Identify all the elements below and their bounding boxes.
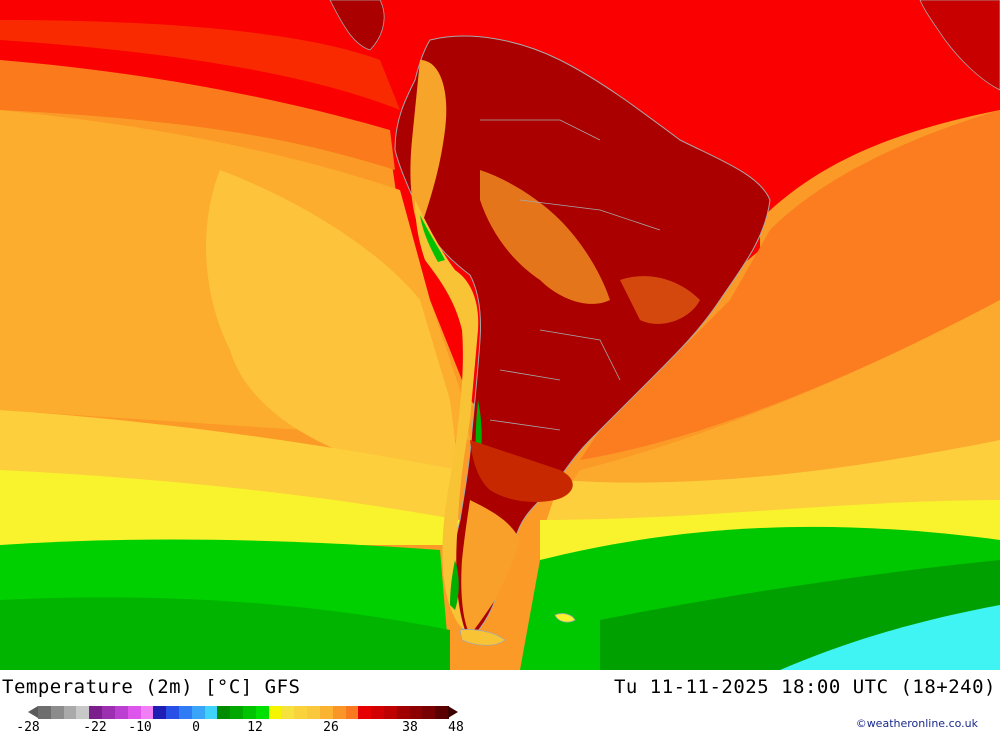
legend-swatch <box>255 706 270 719</box>
legend-swatch <box>89 706 103 719</box>
brazil-highland-warm <box>480 170 610 304</box>
legend-swatch <box>127 706 141 719</box>
legend-swatch <box>63 706 77 719</box>
legend-swatch <box>140 706 154 719</box>
southeast-brazil-zone <box>620 276 700 324</box>
legend-swatch <box>178 706 193 719</box>
legend-swatch <box>307 706 321 719</box>
temperature-map[interactable] <box>0 0 1000 670</box>
map-title: Temperature (2m) [°C] GFS <box>2 676 301 698</box>
map-title-row: Temperature (2m) [°C] GFS Tu 11-11-2025 … <box>0 676 1000 702</box>
legend-tick-label: 0 <box>192 720 200 735</box>
credit-link[interactable]: ©weatheronline.co.uk <box>855 717 978 730</box>
argentina-warm-zone <box>470 440 573 502</box>
falkland-islands <box>554 613 576 623</box>
legend-swatch <box>204 706 218 719</box>
pacific-warm-band <box>0 20 400 110</box>
legend-swatch <box>371 706 385 719</box>
legend-tick-label: 48 <box>448 720 464 735</box>
patagonia-cold-patch <box>450 560 459 610</box>
legend-colorbar <box>28 705 468 719</box>
central-america-landmass <box>329 0 385 51</box>
pacific-orange-band <box>0 60 395 170</box>
legend-swatch <box>114 706 129 719</box>
africa-west-coast <box>919 0 1000 91</box>
legend-swatch <box>243 706 257 719</box>
legend-swatch <box>383 706 398 719</box>
andes-north-zone <box>410 60 447 230</box>
legend-swatch <box>38 706 52 719</box>
legend-swatch <box>319 706 334 719</box>
color-legend: -28 -22 -10 0 12 26 38 48 <box>16 705 468 735</box>
legend-left-arrow <box>28 706 38 718</box>
legend-swatch <box>230 706 244 719</box>
andes-central-zone <box>415 200 479 630</box>
legend-swatch <box>217 706 231 719</box>
legend-swatch <box>396 706 411 719</box>
pacific-yelloworange-zone <box>206 170 460 480</box>
legend-swatch <box>422 706 436 719</box>
legend-swatch <box>332 706 346 719</box>
forecast-time: Tu 11-11-2025 18:00 UTC (18+240) <box>613 676 996 698</box>
legend-tick-label: 26 <box>323 720 339 735</box>
legend-swatch <box>345 706 359 719</box>
south-pacific-yellow <box>0 470 460 545</box>
tierra-del-fuego <box>459 629 506 646</box>
legend-tick-label: -22 <box>83 720 107 735</box>
southern-ocean-darkgreen-west <box>0 597 450 670</box>
andes-cold-patch-north <box>420 215 445 262</box>
patagonia-orange-zone <box>461 500 520 635</box>
sea-ice-zone <box>780 605 1000 670</box>
legend-tick-label: 38 <box>402 720 418 735</box>
legend-tick-label: 12 <box>247 720 263 735</box>
country-borders <box>480 119 661 431</box>
legend-swatch <box>102 706 116 719</box>
legend-swatch <box>294 706 308 719</box>
legend-swatch <box>281 706 295 719</box>
legend-swatch <box>153 706 167 719</box>
legend-swatch <box>166 706 180 719</box>
legend-tick-label: -10 <box>128 720 152 735</box>
legend-swatch <box>268 706 282 719</box>
legend-swatch <box>409 706 423 719</box>
atlantic-midorange-band <box>560 300 1000 500</box>
legend-swatch <box>76 706 90 719</box>
legend-swatch <box>358 706 372 719</box>
map-canvas <box>0 0 1000 670</box>
legend-swatch <box>191 706 206 719</box>
legend-right-arrow <box>448 706 458 718</box>
legend-swatch <box>435 706 449 719</box>
atlantic-orange-band <box>580 110 1000 460</box>
legend-tick-label: -28 <box>16 720 40 735</box>
legend-swatch <box>50 706 65 719</box>
